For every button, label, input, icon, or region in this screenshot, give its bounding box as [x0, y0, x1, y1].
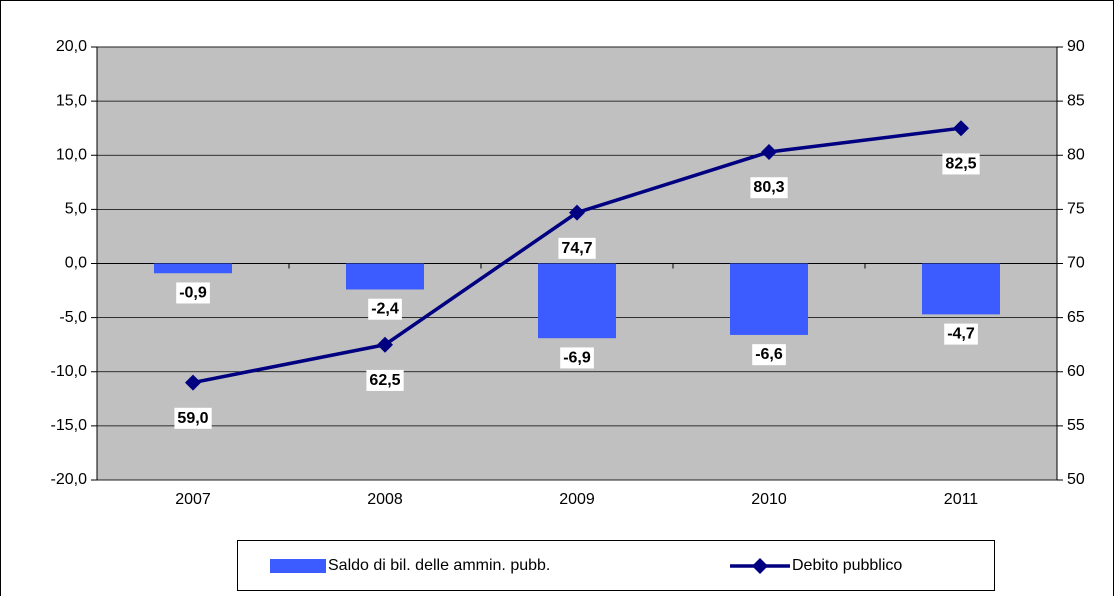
- value-label-bg: [750, 177, 788, 199]
- legend-box: [237, 540, 995, 591]
- value-label: -6,6: [755, 346, 783, 363]
- x-tick-label: 2007: [175, 491, 211, 508]
- y2-tick-label: 60: [1067, 363, 1085, 380]
- y-tick-label: 15,0: [56, 92, 87, 109]
- y-tick-label: 10,0: [56, 146, 87, 163]
- y-tick-label: 0,0: [65, 255, 87, 272]
- value-label: -0,9: [179, 284, 207, 301]
- value-label: 62,5: [369, 372, 400, 389]
- x-tick-label: 2008: [367, 491, 403, 508]
- value-label-bg: [942, 153, 980, 175]
- marker: [953, 120, 969, 137]
- y2-tick-label: 80: [1067, 146, 1085, 163]
- value-label: -6,9: [563, 349, 591, 366]
- bar: [154, 263, 232, 274]
- value-label: 82,5: [945, 155, 976, 172]
- legend-label: Saldo di bil. delle ammin. pubb.: [328, 557, 550, 574]
- x-tick-label: 2010: [751, 491, 787, 508]
- y2-tick-label: 55: [1067, 417, 1085, 434]
- value-label-bg: [366, 369, 404, 391]
- value-label-bg: [368, 298, 402, 320]
- marker: [569, 204, 585, 221]
- y2-tick-label: 70: [1067, 255, 1085, 272]
- value-label-bg: [944, 323, 978, 345]
- y-tick-label: 5,0: [65, 201, 87, 218]
- y2-tick-label: 90: [1067, 38, 1085, 55]
- bar: [346, 263, 424, 290]
- x-tick-label: 2009: [559, 491, 595, 508]
- y-tick-label: -20,0: [51, 471, 88, 488]
- y2-tick-label: 65: [1067, 309, 1085, 326]
- value-label-bg: [752, 344, 786, 366]
- value-label: 80,3: [753, 179, 784, 196]
- legend-label: Debito pubblico: [792, 557, 902, 574]
- x-tick-label: 2011: [944, 491, 979, 508]
- bar: [538, 263, 616, 339]
- value-label: 74,7: [561, 240, 592, 257]
- legend-swatch: [270, 559, 326, 573]
- legend-marker: [752, 558, 768, 574]
- y2-tick-label: 85: [1067, 92, 1085, 109]
- y-tick-label: -10,0: [51, 363, 88, 380]
- value-label-bg: [558, 237, 596, 259]
- y-tick-label: -15,0: [51, 417, 88, 434]
- marker: [185, 374, 201, 391]
- value-label: -2,4: [371, 301, 399, 318]
- marker: [377, 336, 393, 353]
- value-label-bg: [176, 282, 210, 304]
- y2-tick-label: 50: [1067, 471, 1085, 488]
- y-tick-label: 20,0: [56, 38, 87, 55]
- value-label: -4,7: [947, 326, 975, 343]
- y-tick-label: -5,0: [59, 309, 87, 326]
- value-label-bg: [174, 407, 212, 429]
- bar: [922, 263, 1000, 315]
- value-label: 59,0: [177, 410, 208, 427]
- bar: [730, 263, 808, 335]
- value-label-bg: [560, 347, 594, 369]
- y2-tick-label: 75: [1067, 201, 1085, 218]
- marker: [761, 144, 777, 161]
